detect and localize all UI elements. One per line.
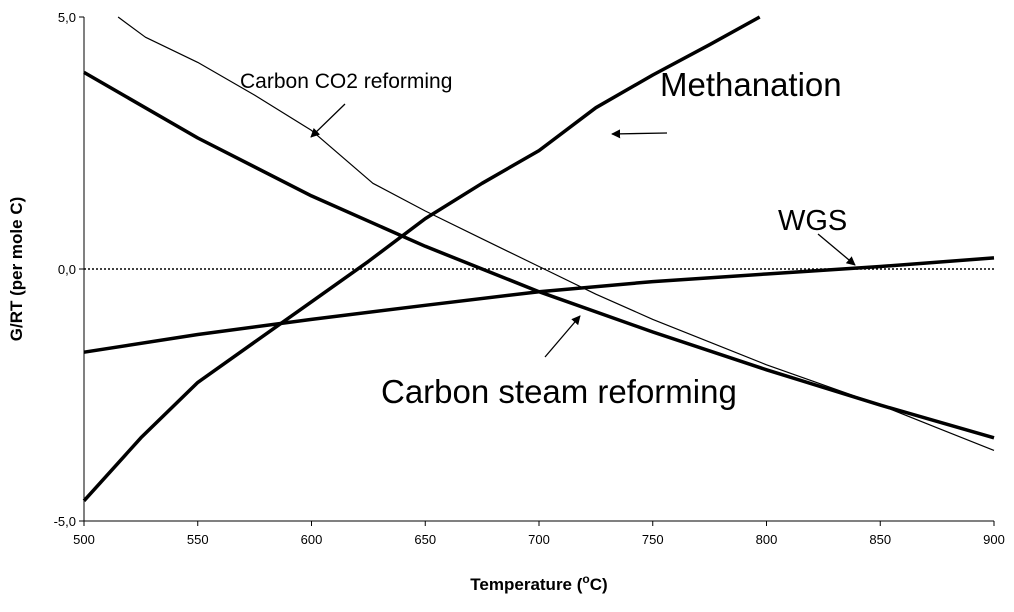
annotation-arrow — [817, 233, 856, 266]
y-axis-title: G/RT (per mole C) — [7, 197, 26, 342]
y-tick-label: 5,0 — [58, 10, 76, 25]
x-tick-label: 850 — [869, 532, 891, 547]
x-tick-label: 500 — [73, 532, 95, 547]
annotation-arrow — [310, 103, 346, 138]
x-tick-label: 700 — [528, 532, 550, 547]
x-tick-label: 550 — [187, 532, 209, 547]
x-axis-title: Temperature (oC) — [470, 572, 607, 594]
y-tick-label: -5,0 — [54, 514, 76, 529]
series-line — [83, 70, 995, 440]
y-tick-label: 0,0 — [58, 262, 76, 277]
annotation-arrow — [611, 129, 668, 139]
series-annotation: WGS — [778, 205, 847, 237]
series-annotation: Carbon steam reforming — [381, 373, 737, 410]
series-annotation: Carbon CO2 reforming — [240, 70, 452, 93]
series-line — [82, 15, 761, 502]
x-title-sup: o — [582, 572, 589, 586]
x-tick-label: 650 — [414, 532, 436, 547]
x-title-part: C) — [590, 575, 608, 594]
x-tick-label: 600 — [301, 532, 323, 547]
x-tick-label: 750 — [642, 532, 664, 547]
annotation-arrow — [544, 315, 581, 358]
series-line — [83, 256, 995, 354]
series-annotation: Methanation — [660, 66, 842, 103]
x-title-part: Temperature ( — [470, 575, 582, 594]
x-tick-label: 800 — [756, 532, 778, 547]
x-tick-label: 900 — [983, 532, 1005, 547]
